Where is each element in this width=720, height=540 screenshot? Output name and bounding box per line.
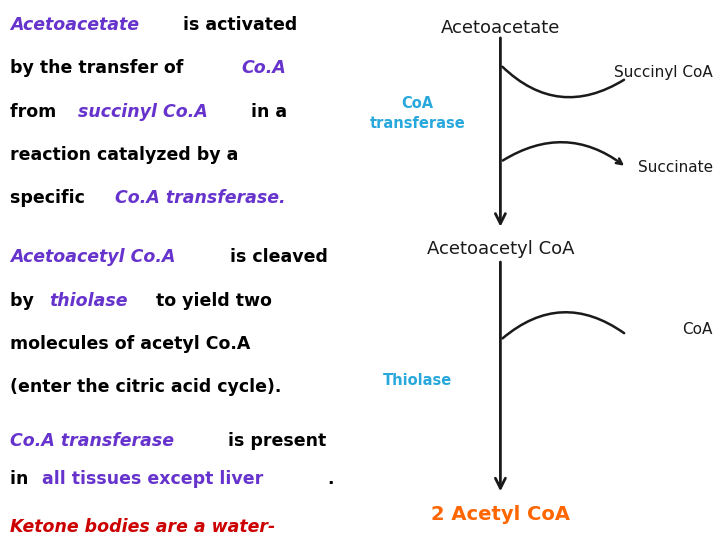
Text: molecules of acetyl Co.A: molecules of acetyl Co.A [10,335,251,353]
Text: Acetoacetyl Co.A: Acetoacetyl Co.A [10,248,176,266]
Text: .: . [328,470,334,488]
Text: all tissues except liver: all tissues except liver [42,470,263,488]
Text: by the transfer of: by the transfer of [10,59,189,77]
Text: in a: in a [246,103,287,120]
Text: from: from [10,103,63,120]
Text: specific: specific [10,189,91,207]
Text: is cleaved: is cleaved [224,248,328,266]
Text: Succinyl CoA: Succinyl CoA [614,65,713,80]
Text: to yield two: to yield two [150,292,272,309]
Text: thiolase: thiolase [49,292,127,309]
Text: Ketone bodies are a water-: Ketone bodies are a water- [10,518,276,536]
Text: Co.A transferase.: Co.A transferase. [114,189,285,207]
Text: is present: is present [222,432,326,450]
Text: Acetoacetate: Acetoacetate [10,16,140,34]
Text: Co.A: Co.A [242,59,287,77]
Text: (enter the citric acid cycle).: (enter the citric acid cycle). [10,378,282,396]
Text: reaction catalyzed by a: reaction catalyzed by a [10,146,239,164]
Text: 2 Acetyl CoA: 2 Acetyl CoA [431,505,570,524]
Text: Thiolase: Thiolase [383,373,452,388]
Text: by: by [10,292,40,309]
Text: in: in [10,470,35,488]
Text: Acetoacetyl CoA: Acetoacetyl CoA [427,240,574,258]
Text: CoA: CoA [683,322,713,337]
Text: CoA
transferase: CoA transferase [370,96,465,131]
Text: Co.A transferase: Co.A transferase [10,432,174,450]
Text: Acetoacetate: Acetoacetate [441,19,560,37]
Text: Succinate: Succinate [638,160,713,175]
Text: succinyl Co.A: succinyl Co.A [78,103,207,120]
Text: is activated: is activated [177,16,297,34]
